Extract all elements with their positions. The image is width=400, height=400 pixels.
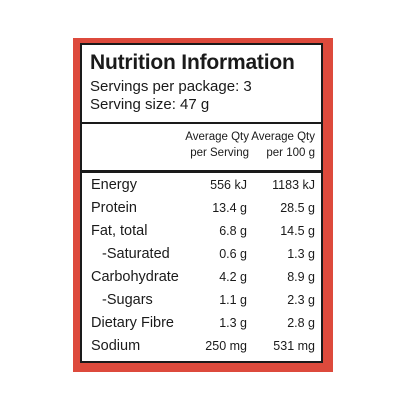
nutrient-row: Sodium 250 mg 531 mg xyxy=(82,336,321,359)
header-divider xyxy=(82,122,321,124)
per-100g-value: 1183 kJ xyxy=(272,178,315,192)
nutrient-row: Protein 13.4 g 28.5 g xyxy=(82,198,321,221)
per-serving-value: 1.3 g xyxy=(219,316,247,330)
nutrient-name: -Sugars xyxy=(102,292,153,308)
column-header-line: per Serving xyxy=(190,147,249,159)
nutrient-row: -Sugars 1.1 g 2.3 g xyxy=(82,290,321,313)
per-serving-value: 6.8 g xyxy=(219,224,247,238)
column-header-line: Average Qty xyxy=(251,131,315,143)
per-100g-value: 28.5 g xyxy=(280,201,315,215)
nutrient-name: Carbohydrate xyxy=(91,269,179,285)
per-100g-value: 2.3 g xyxy=(287,293,315,307)
panel-title: Nutrition Information xyxy=(90,51,295,74)
per-100g-value: 8.9 g xyxy=(287,270,315,284)
nutrient-name: Dietary Fibre xyxy=(91,315,174,331)
column-header-per-100g: Average Qty per 100 g xyxy=(251,129,315,161)
table-divider xyxy=(82,170,321,173)
nutrient-row: Dietary Fibre 1.3 g 2.8 g xyxy=(82,313,321,336)
per-serving-value: 250 mg xyxy=(205,339,247,353)
per-serving-value: 0.6 g xyxy=(219,247,247,261)
per-100g-value: 531 mg xyxy=(273,339,315,353)
nutrient-row: -Saturated 0.6 g 1.3 g xyxy=(82,244,321,267)
serving-size: Serving size: 47 g xyxy=(90,96,210,113)
nutrition-information-panel: Nutrition Information Servings per packa… xyxy=(80,43,323,363)
nutrient-row: Fat, total 6.8 g 14.5 g xyxy=(82,221,321,244)
per-serving-value: 1.1 g xyxy=(219,293,247,307)
nutrient-name: Fat, total xyxy=(91,223,148,239)
per-serving-value: 4.2 g xyxy=(219,270,247,284)
nutrient-row: Carbohydrate 4.2 g 8.9 g xyxy=(82,267,321,290)
column-header-line: Average Qty xyxy=(185,131,249,143)
per-serving-value: 556 kJ xyxy=(210,178,247,192)
nutrient-name: Sodium xyxy=(91,338,141,354)
column-header-line: per 100 g xyxy=(266,147,315,159)
column-header-per-serving: Average Qty per Serving xyxy=(185,129,249,161)
servings-per-package: Servings per package: 3 xyxy=(90,78,252,95)
nutrient-name: -Saturated xyxy=(102,246,170,262)
per-100g-value: 14.5 g xyxy=(280,224,315,238)
per-100g-value: 1.3 g xyxy=(287,247,315,261)
nutrient-name: Energy xyxy=(91,177,137,193)
per-100g-value: 2.8 g xyxy=(287,316,315,330)
per-serving-value: 13.4 g xyxy=(212,201,247,215)
nutrient-name: Protein xyxy=(91,200,137,216)
nutrient-row: Energy 556 kJ 1183 kJ xyxy=(82,175,321,198)
